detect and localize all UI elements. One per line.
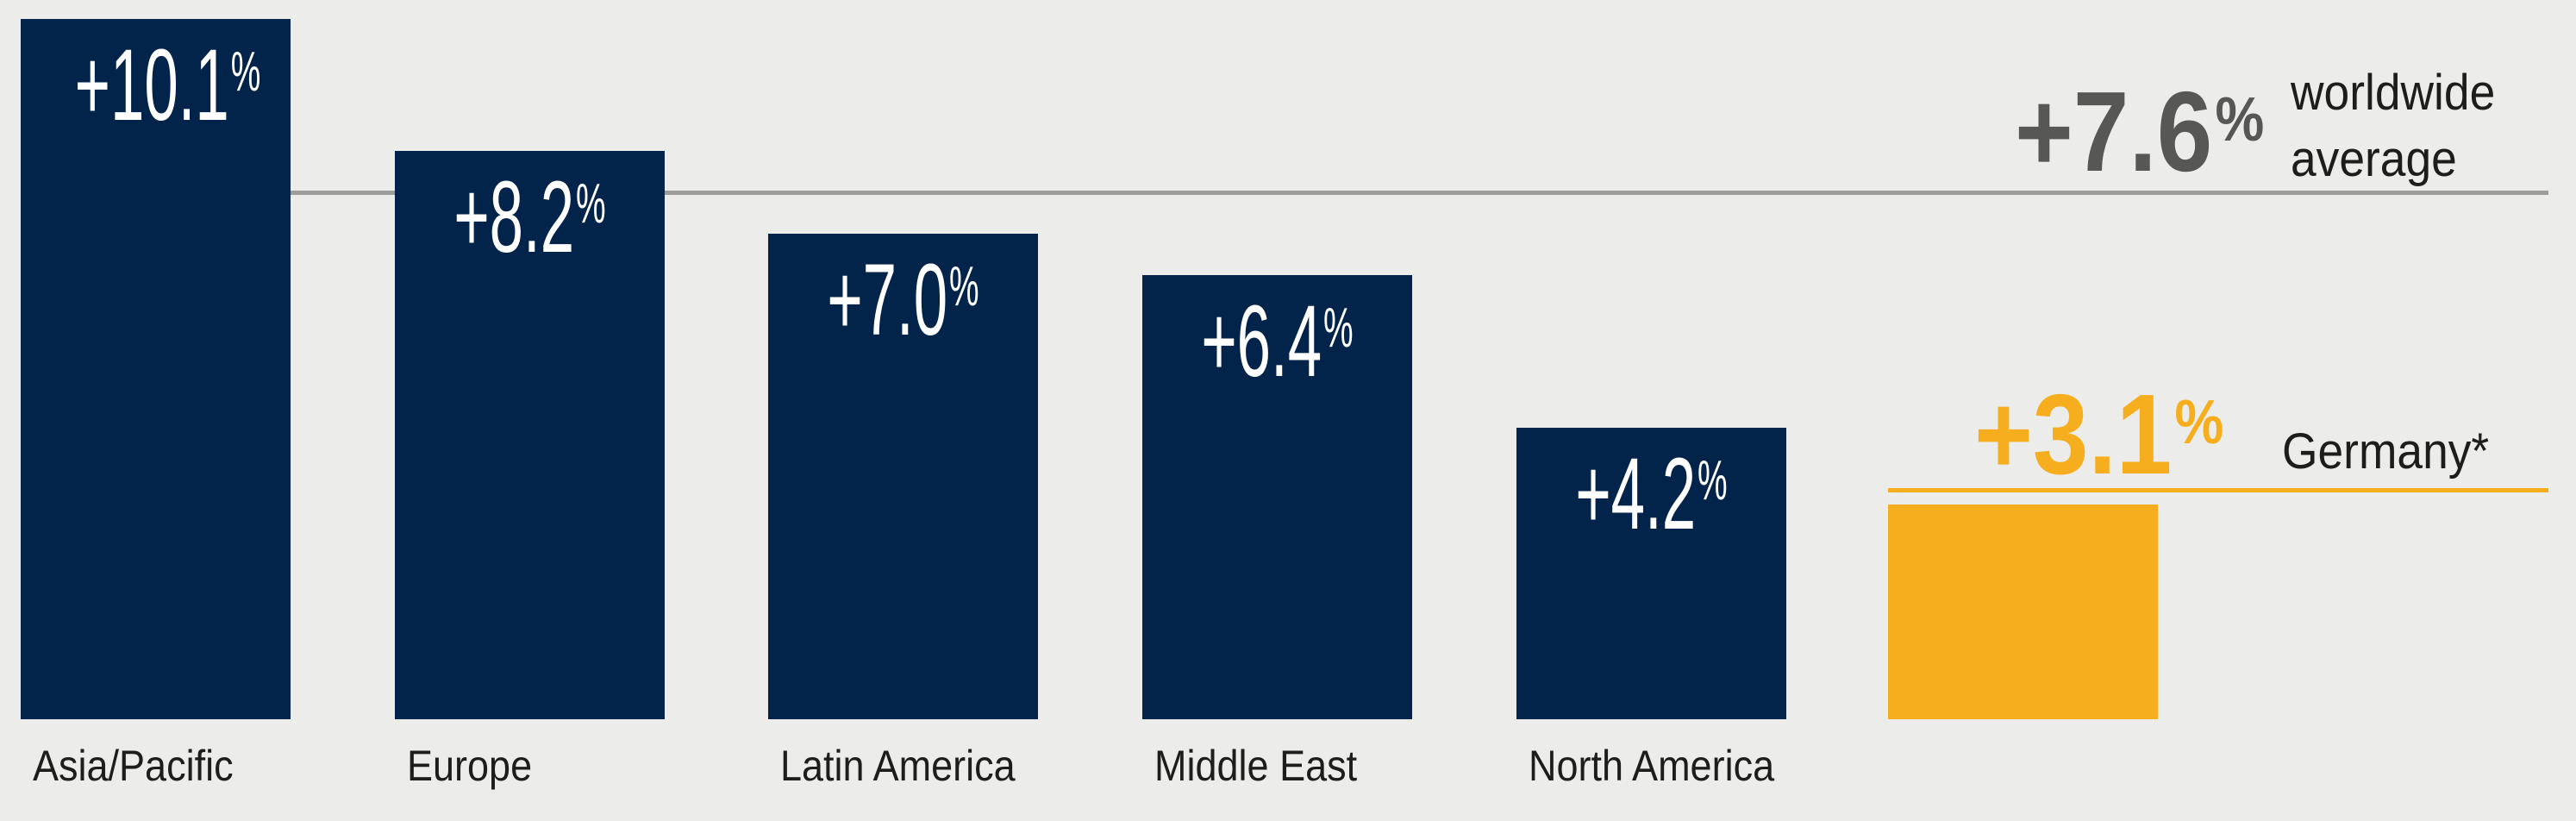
bar-middle-east: +6.4% — [1142, 275, 1412, 719]
bar-value-europe: +8.2% — [453, 160, 606, 274]
bar-germany — [1888, 505, 2158, 719]
percent-sign: % — [1323, 296, 1354, 360]
category-label-north-america: North America — [1529, 742, 1775, 790]
percent-sign: % — [949, 254, 979, 318]
percent-sign: % — [2215, 85, 2265, 155]
category-label-middle-east: Middle East — [1154, 742, 1358, 790]
worldwide-label-line2: average — [2291, 130, 2457, 187]
category-label-europe: Europe — [407, 742, 533, 790]
germany-underline — [1888, 488, 2548, 492]
bar-value-asia-pacific: +10.1% — [74, 28, 261, 142]
germany-value: +3.1% — [1974, 371, 2224, 498]
worldwide-average-label: worldwide average — [2291, 60, 2495, 192]
percent-sign: % — [1698, 448, 1728, 512]
category-label-asia-pacific: Asia/Pacific — [33, 742, 234, 790]
percent-sign: % — [576, 172, 606, 235]
percent-sign: % — [2174, 387, 2224, 458]
bar-value-north-america: +4.2% — [1575, 437, 1728, 551]
bar-asia-pacific: +10.1% — [21, 19, 291, 719]
bar-europe: +8.2% — [395, 151, 665, 719]
bar-north-america: +4.2% — [1516, 428, 1786, 719]
worldwide-label-line1: worldwide — [2291, 65, 2496, 121]
bar-value-middle-east: +6.4% — [1201, 285, 1354, 398]
bar-latin-america: +7.0% — [768, 234, 1038, 719]
worldwide-average-line — [21, 191, 2548, 195]
bar-value-latin-america: +7.0% — [827, 243, 979, 357]
germany-label: Germany* — [2282, 423, 2490, 479]
percent-sign: % — [230, 40, 261, 103]
worldwide-average-value: +7.6% — [2015, 68, 2265, 195]
category-label-latin-america: Latin America — [780, 742, 1016, 790]
